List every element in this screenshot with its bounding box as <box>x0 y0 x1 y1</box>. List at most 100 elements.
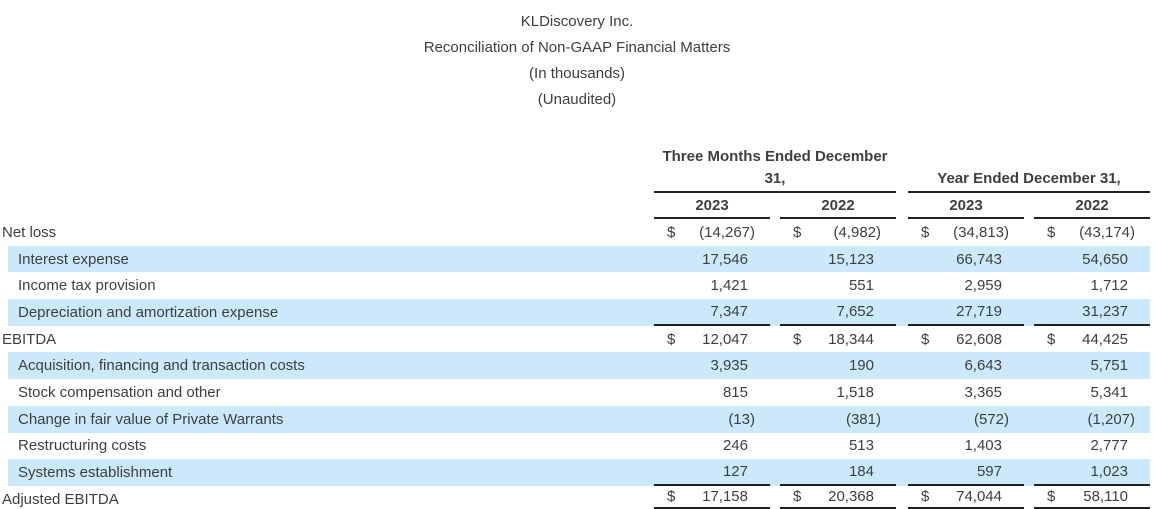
cell-value: (14,267) <box>699 223 755 241</box>
value-cell: 1,518 <box>780 379 896 406</box>
year-column-q-2022: 2022 <box>780 194 896 219</box>
cell-value: (13) <box>728 410 755 428</box>
value-cell: 3,365 <box>908 379 1024 406</box>
dollar-sign: $ <box>921 223 930 241</box>
dollar-sign: $ <box>793 487 802 505</box>
dollar-sign: $ <box>667 223 676 241</box>
cell-value: 17,546 <box>702 250 748 268</box>
cell-value: 5,751 <box>1090 357 1128 375</box>
value-cell: $ 12,047 <box>654 326 770 353</box>
value-cell: 815 <box>654 379 770 406</box>
units-note: (In thousands) <box>529 65 625 82</box>
value-cell: 17,546 <box>654 246 770 273</box>
row-label: Acquisition, financing and transaction c… <box>18 357 305 375</box>
value-cell: $ 20,368 <box>780 486 896 509</box>
cell-value: 31,237 <box>1082 302 1128 320</box>
row-label: Depreciation and amortization expense <box>18 303 279 321</box>
table-row: Interest expense 17,546 15,123 66,743 54… <box>8 245 1150 273</box>
value-cell: $ 74,044 <box>908 486 1024 509</box>
cell-value: 62,608 <box>956 330 1002 348</box>
dollar-sign: $ <box>921 487 930 505</box>
value-cell: $ 18,344 <box>780 326 896 353</box>
company-name: KLDiscovery Inc. <box>520 13 634 30</box>
cell-value: (34,813) <box>953 223 1009 241</box>
value-cell: $ (14,267) <box>654 219 770 246</box>
column-group-three-months: Three Months Ended December 31, <box>654 146 896 193</box>
dollar-sign: $ <box>667 487 676 505</box>
cell-value: 513 <box>848 437 874 455</box>
cell-value: (1,207) <box>1087 410 1135 428</box>
cell-value: 7,652 <box>836 302 874 320</box>
row-label: Interest expense <box>18 250 129 268</box>
table-row: Acquisition, financing and transaction c… <box>8 352 1150 380</box>
value-cell: $ (4,982) <box>780 219 896 246</box>
value-cell: (1,207) <box>1034 406 1150 433</box>
cell-value: 12,047 <box>702 330 748 348</box>
value-cell: 1,403 <box>908 433 1024 460</box>
cell-value: 246 <box>722 437 748 455</box>
cell-value: 66,743 <box>956 250 1002 268</box>
cell-value: 1,421 <box>710 277 748 295</box>
row-label: Adjusted EBITDA <box>2 490 119 508</box>
cell-value: 2,959 <box>964 277 1002 295</box>
value-cell: 3,935 <box>654 352 770 379</box>
cell-value: 597 <box>976 463 1002 481</box>
row-label: Income tax provision <box>18 277 156 295</box>
cell-value: 17,158 <box>702 487 748 505</box>
cell-value: 1,403 <box>964 437 1002 455</box>
row-label: Net loss <box>2 223 57 241</box>
value-cell: 2,777 <box>1034 433 1150 460</box>
column-group-year: Year Ended December 31, <box>908 168 1150 193</box>
table-row: Change in fair value of Private Warrants… <box>8 405 1150 433</box>
cell-value: 15,123 <box>828 250 874 268</box>
cell-value: (4,982) <box>833 223 881 241</box>
year-header-row: 2023 2022 2023 2022 <box>0 193 1150 219</box>
cell-value: (572) <box>973 410 1009 428</box>
cell-value: 1,023 <box>1090 463 1128 481</box>
year-column-q-2023: 2023 <box>654 194 770 219</box>
dollar-sign: $ <box>667 330 676 348</box>
dollar-sign: $ <box>1047 330 1056 348</box>
row-label: EBITDA <box>2 330 57 348</box>
cell-value: 27,719 <box>956 302 1002 320</box>
value-cell: 27,719 <box>908 299 1024 326</box>
value-cell: 597 <box>908 459 1024 486</box>
value-cell: 1,421 <box>654 272 770 299</box>
value-cell: 1,023 <box>1034 459 1150 486</box>
value-cell: 5,341 <box>1034 379 1150 406</box>
value-cell: $ 17,158 <box>654 486 770 509</box>
table-row: Restructuring costs 246 513 1,403 2,777 <box>0 433 1150 460</box>
table-row: Systems establishment 127 184 597 1,023 <box>8 459 1150 486</box>
year-column-y-2022: 2022 <box>1034 194 1150 219</box>
cell-value: 74,044 <box>956 487 1002 505</box>
dollar-sign: $ <box>1047 223 1056 241</box>
value-cell: 6,643 <box>908 352 1024 379</box>
report-title: Reconciliation of Non-GAAP Financial Mat… <box>423 39 731 56</box>
value-cell: 66,743 <box>908 246 1024 273</box>
cell-value: 551 <box>848 277 874 295</box>
value-cell: 7,347 <box>654 299 770 326</box>
column-group-header-row: Three Months Ended December 31, Year End… <box>0 146 1150 193</box>
table-row: Stock compensation and other 815 1,518 3… <box>0 379 1150 406</box>
value-cell: 190 <box>780 352 896 379</box>
cell-value: 190 <box>848 357 874 375</box>
table-row: Depreciation and amortization expense 7,… <box>8 299 1150 326</box>
reconciliation-table: Three Months Ended December 31, Year End… <box>0 146 1154 509</box>
value-cell: 246 <box>654 433 770 460</box>
value-cell: 2,959 <box>908 272 1024 299</box>
table-row: EBITDA $ 12,047 $ 18,344 $ 62,608 $ 44,4… <box>0 326 1150 353</box>
value-cell: (572) <box>908 406 1024 433</box>
cell-value: (43,174) <box>1079 223 1135 241</box>
cell-value: (381) <box>845 410 881 428</box>
dollar-sign: $ <box>1047 487 1056 505</box>
value-cell: 54,650 <box>1034 246 1150 273</box>
cell-value: 815 <box>722 383 748 401</box>
dollar-sign: $ <box>793 223 802 241</box>
value-cell: (381) <box>780 406 896 433</box>
value-cell: 7,652 <box>780 299 896 326</box>
row-label: Change in fair value of Private Warrants <box>18 410 284 428</box>
value-cell: 513 <box>780 433 896 460</box>
value-cell: $ 62,608 <box>908 326 1024 353</box>
cell-value: 7,347 <box>710 302 748 320</box>
